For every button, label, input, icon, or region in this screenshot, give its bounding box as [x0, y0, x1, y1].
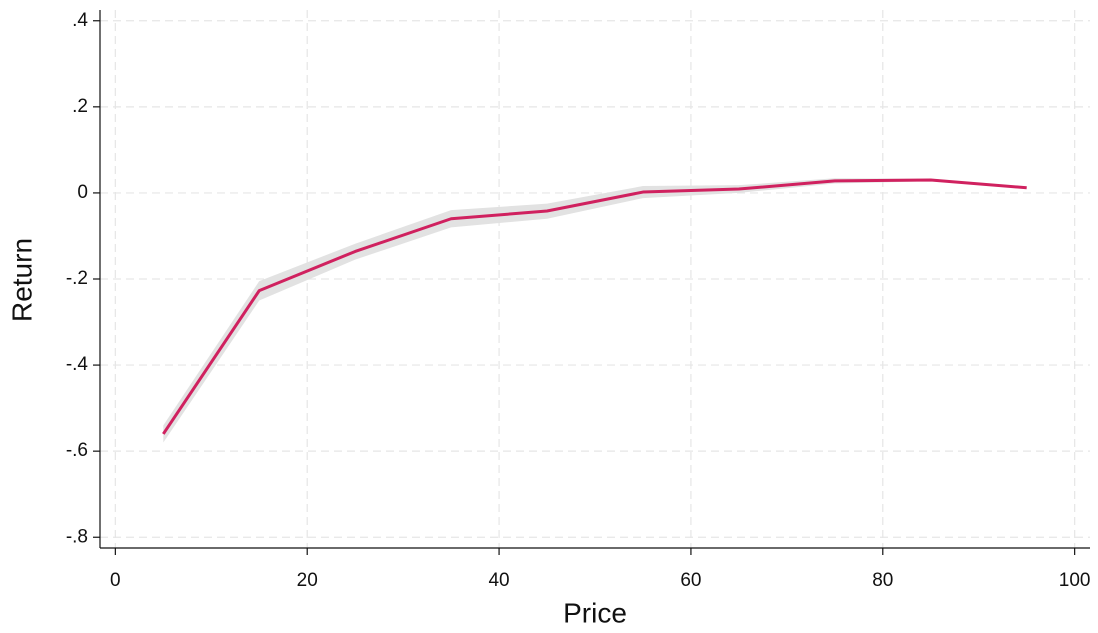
confidence-band — [163, 178, 1027, 443]
y-tick-label: .2 — [72, 96, 88, 117]
line — [162, 178, 1027, 435]
y-axis-title: Return — [6, 238, 37, 322]
x-tick-label: 40 — [488, 570, 509, 591]
y-tick-label: 0 — [77, 182, 88, 203]
x-tick-label: 20 — [297, 570, 318, 591]
x-tick-label: 0 — [110, 570, 121, 591]
y-tick-label: -.4 — [66, 354, 89, 375]
y-tick-label: .4 — [72, 10, 88, 31]
x-tick-label: 100 — [1059, 570, 1091, 591]
y-tick-label: -.2 — [66, 268, 88, 289]
x-tick-label: 60 — [680, 570, 701, 591]
y-tick-label: -.6 — [66, 440, 88, 461]
y-tick-label: -.8 — [66, 526, 88, 547]
x-tick-label: 80 — [872, 570, 893, 591]
x-axis-title: Price — [563, 597, 627, 628]
